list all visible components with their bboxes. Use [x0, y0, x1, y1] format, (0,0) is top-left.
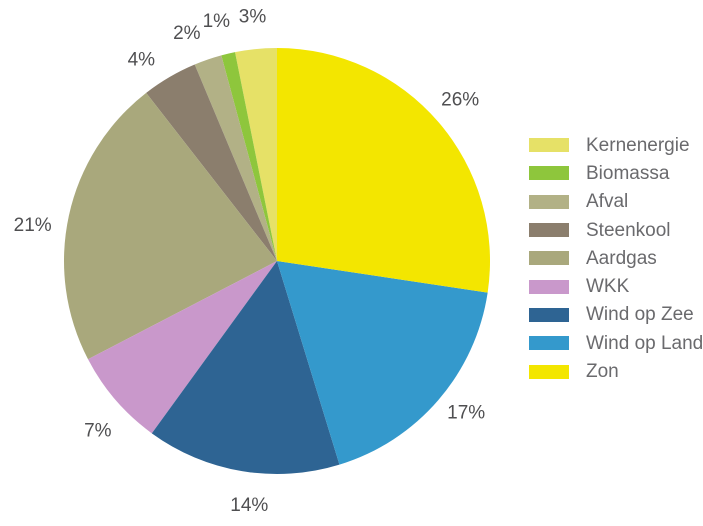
legend-swatch-wind-op-land [529, 336, 569, 351]
legend-label-zon: Zon [586, 361, 619, 383]
legend-item-steenkool: Steenkool [529, 216, 703, 244]
legend-item-wind-op-zee: Wind op Zee [529, 301, 703, 329]
pie-slice-biomassa [221, 52, 277, 262]
legend-swatch-steenkool [529, 223, 569, 238]
legend-item-aardgas: Aardgas [529, 244, 703, 272]
pie-percent-label-steenkool: 4% [128, 49, 156, 70]
legend-item-wkk: WKK [529, 272, 703, 300]
legend-label-aardgas: Aardgas [586, 247, 657, 269]
legend-item-zon: Zon [529, 357, 703, 385]
pie-slice-afval [194, 55, 277, 261]
pie-percent-label-zon: 26% [441, 89, 479, 110]
legend-swatch-afval [529, 194, 569, 209]
legend-label-afval: Afval [586, 191, 629, 213]
legend-label-wkk: WKK [586, 276, 630, 298]
legend-label-kernenergie: Kernenergie [586, 134, 690, 156]
legend-swatch-wind-op-zee [529, 307, 569, 322]
pie-percent-label-aardgas: 21% [14, 215, 52, 236]
chart-legend: Kernenergie Biomassa Afval Steenkool Aardgas… [529, 131, 703, 386]
legend-swatch-kernenergie [529, 138, 569, 153]
legend-swatch-zon [529, 364, 569, 379]
legend-item-afval: Afval [529, 188, 703, 216]
pie-slice-kernenergie [235, 48, 277, 261]
pie-percent-label-afval: 2% [173, 23, 201, 44]
legend-swatch-wkk [529, 279, 569, 294]
legend-swatch-aardgas [529, 251, 569, 266]
legend-label-wind-op-land: Wind op Land [586, 332, 703, 354]
pie-percent-label-wind-op-zee: 14% [230, 495, 268, 516]
pie-slice-zon [277, 48, 491, 293]
legend-label-wind-op-zee: Wind op Zee [586, 304, 694, 326]
pie-percent-label-kernenergie: 3% [239, 7, 267, 28]
legend-swatch-biomassa [529, 166, 569, 181]
pie-slice-wkk [88, 261, 278, 434]
legend-label-steenkool: Steenkool [586, 219, 671, 241]
legend-item-kernenergie: Kernenergie [529, 131, 703, 159]
legend-item-biomassa: Biomassa [529, 159, 703, 187]
pie-slice-steenkool [146, 64, 277, 261]
pie-slice-aardgas [63, 92, 278, 360]
pie-slice-wind-op-land [277, 261, 488, 465]
pie-slice-wind-op-zee [151, 261, 340, 475]
legend-label-biomassa: Biomassa [586, 162, 670, 184]
pie-percent-label-biomassa: 1% [203, 11, 231, 32]
pie-percent-label-wind-op-land: 17% [447, 403, 485, 424]
legend-item-wind-op-land: Wind op Land [529, 329, 703, 357]
pie-percent-label-wkk: 7% [84, 421, 112, 442]
